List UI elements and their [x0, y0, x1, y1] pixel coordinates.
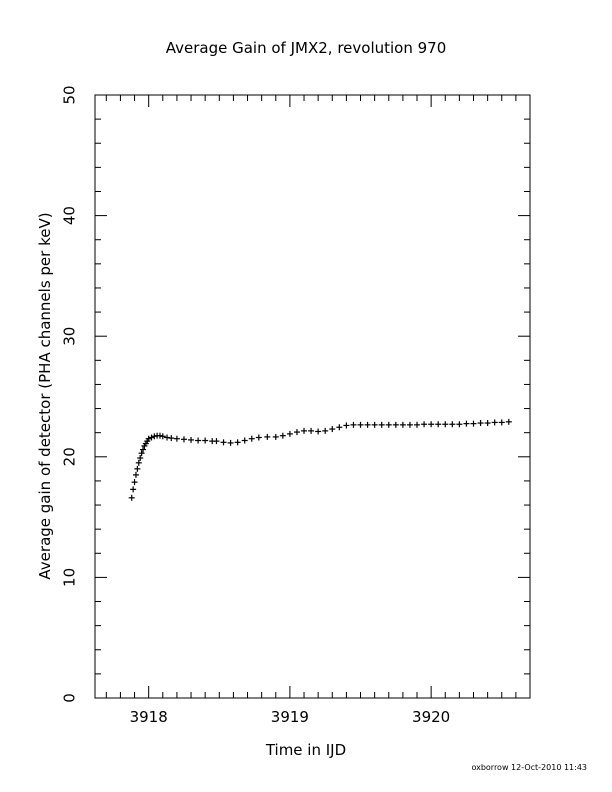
data-point	[255, 434, 262, 441]
chart-title: Average Gain of JMX2, revolution 970	[166, 39, 447, 57]
data-point	[371, 421, 378, 428]
data-point	[505, 418, 512, 425]
x-tick-label: 3919	[271, 708, 309, 726]
data-point	[293, 429, 300, 436]
data-point	[168, 435, 175, 442]
data-point	[202, 437, 209, 444]
y-axis-tick-labels: 0 10 20 30 40 50	[61, 85, 79, 702]
data-point	[315, 428, 322, 435]
y-tick-label: 50	[61, 85, 79, 104]
data-point	[421, 421, 428, 428]
data-point	[470, 420, 477, 427]
data-point	[272, 433, 279, 440]
data-point	[322, 427, 329, 434]
data-point	[477, 420, 484, 427]
data-point	[130, 486, 137, 493]
y-tick-label: 40	[61, 206, 79, 225]
data-point	[463, 420, 470, 427]
x-axis-label: Time in IJD	[265, 741, 346, 759]
data-point	[414, 421, 421, 428]
data-point	[227, 439, 234, 446]
data-point	[234, 439, 241, 446]
data-point	[159, 433, 166, 440]
data-point	[491, 419, 498, 426]
data-point	[279, 432, 286, 439]
data-point	[188, 436, 195, 443]
data-point	[213, 438, 220, 445]
data-point	[484, 420, 491, 427]
x-tick-label: 3918	[130, 708, 168, 726]
data-point	[329, 426, 336, 433]
data-point	[128, 494, 135, 501]
data-point	[435, 421, 442, 428]
data-point	[385, 421, 392, 428]
data-point	[134, 465, 141, 472]
data-point	[195, 437, 202, 444]
data-point	[442, 421, 449, 428]
data-point	[456, 421, 463, 428]
data-point	[156, 432, 163, 439]
data-point	[343, 422, 350, 429]
data-point	[357, 421, 364, 428]
data-point	[220, 439, 227, 446]
data-points	[128, 418, 512, 501]
data-point	[308, 427, 315, 434]
data-point	[378, 421, 385, 428]
data-point	[131, 479, 138, 486]
data-point	[301, 427, 308, 434]
data-point	[336, 424, 343, 431]
y-axis-ticks	[95, 94, 530, 699]
x-axis-ticks	[105, 95, 531, 698]
data-point	[140, 446, 147, 453]
data-point	[132, 471, 139, 478]
data-point	[498, 419, 505, 426]
data-point	[428, 421, 435, 428]
y-axis-label: Average gain of detector (PHA channels p…	[36, 212, 54, 579]
data-point	[399, 421, 406, 428]
data-point	[392, 421, 399, 428]
data-point	[286, 430, 293, 437]
data-point	[151, 433, 158, 440]
data-point	[135, 459, 142, 466]
y-tick-label: 30	[61, 327, 79, 346]
data-point	[164, 434, 171, 441]
data-point	[241, 437, 248, 444]
data-point	[145, 435, 152, 442]
x-axis-tick-labels: 3918 3919 3920	[130, 708, 451, 726]
data-point	[350, 421, 357, 428]
data-point	[248, 435, 255, 442]
data-point	[148, 434, 155, 441]
y-tick-label: 20	[61, 447, 79, 466]
data-point	[264, 433, 271, 440]
data-point	[173, 435, 180, 442]
data-point	[138, 450, 145, 457]
data-point	[137, 455, 144, 462]
data-point	[449, 421, 456, 428]
footer-credit: oxborrow 12-Oct-2010 11:43	[471, 763, 587, 772]
data-point	[180, 436, 187, 443]
plot-frame	[94, 94, 531, 699]
data-point	[364, 421, 371, 428]
data-point	[406, 421, 413, 428]
y-tick-label: 10	[61, 568, 79, 587]
x-tick-label: 3920	[412, 708, 450, 726]
y-tick-label: 0	[61, 693, 79, 703]
